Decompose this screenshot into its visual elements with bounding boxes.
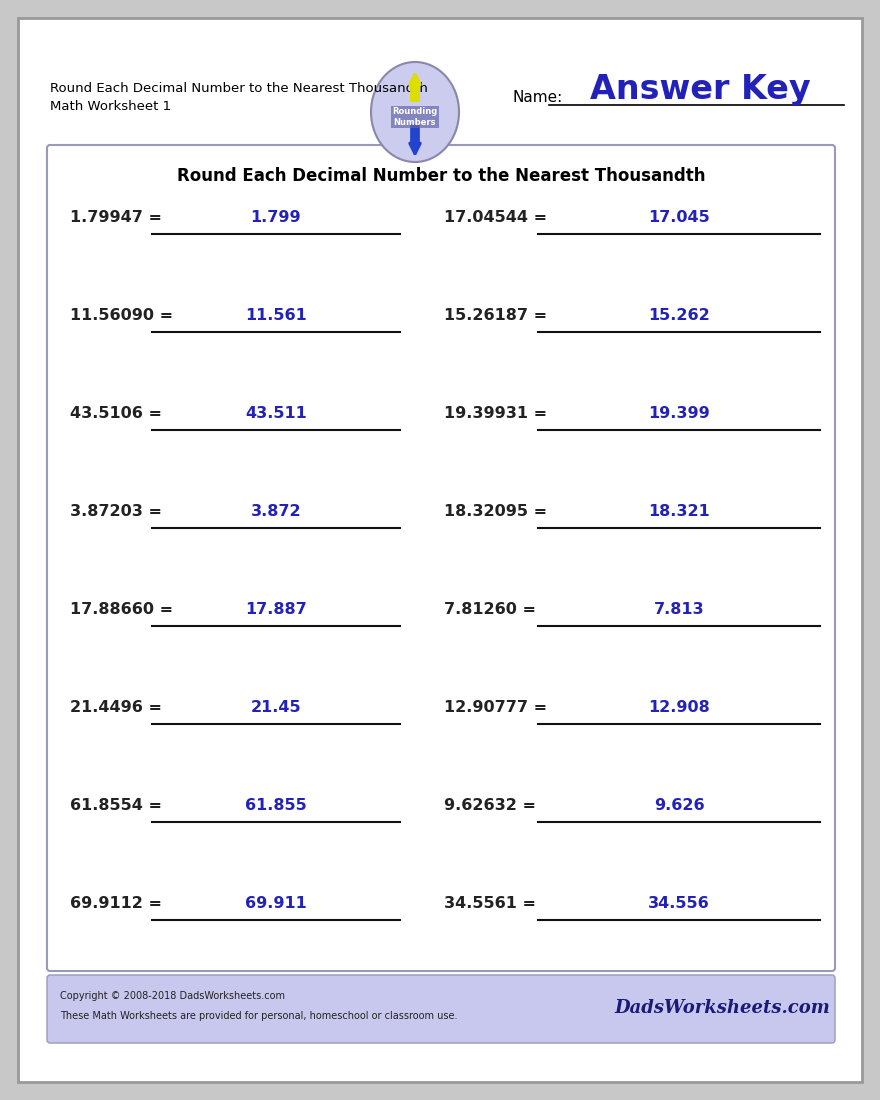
Text: 7.813: 7.813 (654, 603, 704, 617)
Text: 43.511: 43.511 (246, 407, 307, 421)
Text: Round Each Decimal Number to the Nearest Thousandth: Round Each Decimal Number to the Nearest… (50, 81, 428, 95)
Text: 9.626: 9.626 (654, 799, 704, 814)
Text: 1.79947 =: 1.79947 = (70, 210, 162, 225)
Text: Round Each Decimal Number to the Nearest Thousandth: Round Each Decimal Number to the Nearest… (177, 167, 705, 185)
Text: 3.872: 3.872 (251, 505, 301, 519)
Text: Answer Key: Answer Key (590, 74, 810, 107)
Text: 15.26187 =: 15.26187 = (444, 308, 547, 323)
Text: 17.045: 17.045 (649, 210, 710, 225)
Text: 19.39931 =: 19.39931 = (444, 407, 547, 421)
Text: 34.556: 34.556 (649, 896, 710, 912)
Text: 34.5561 =: 34.5561 = (444, 896, 536, 912)
Text: 69.911: 69.911 (246, 896, 307, 912)
Text: 61.8554 =: 61.8554 = (70, 799, 162, 814)
Text: Copyright © 2008-2018 DadsWorksheets.com: Copyright © 2008-2018 DadsWorksheets.com (60, 991, 285, 1001)
Text: 11.56090 =: 11.56090 = (70, 308, 173, 323)
Text: Rounding
Numbers: Rounding Numbers (392, 108, 437, 126)
FancyBboxPatch shape (18, 18, 862, 1082)
Text: 11.561: 11.561 (246, 308, 307, 323)
Text: 43.5106 =: 43.5106 = (70, 407, 162, 421)
Text: 18.32095 =: 18.32095 = (444, 505, 547, 519)
Text: Math Worksheet 1: Math Worksheet 1 (50, 99, 171, 112)
Text: 18.321: 18.321 (649, 505, 710, 519)
Text: 19.399: 19.399 (649, 407, 710, 421)
Ellipse shape (371, 62, 459, 162)
Text: 69.9112 =: 69.9112 = (70, 896, 162, 912)
Text: These Math Worksheets are provided for personal, homeschool or classroom use.: These Math Worksheets are provided for p… (60, 1011, 458, 1021)
Text: 61.855: 61.855 (246, 799, 307, 814)
Text: 9.62632 =: 9.62632 = (444, 799, 536, 814)
FancyBboxPatch shape (47, 975, 835, 1043)
Text: 7.81260 =: 7.81260 = (444, 603, 536, 617)
Text: 12.908: 12.908 (649, 701, 710, 715)
Text: 21.4496 =: 21.4496 = (70, 701, 162, 715)
Text: 17.04544 =: 17.04544 = (444, 210, 547, 225)
Text: 17.88660 =: 17.88660 = (70, 603, 173, 617)
FancyBboxPatch shape (47, 145, 835, 971)
Text: 17.887: 17.887 (246, 603, 307, 617)
Text: Name:: Name: (512, 90, 562, 106)
Text: 21.45: 21.45 (251, 701, 301, 715)
Text: 15.262: 15.262 (649, 308, 710, 323)
Text: 12.90777 =: 12.90777 = (444, 701, 547, 715)
Text: 1.799: 1.799 (251, 210, 301, 225)
Text: DadsWorksheets.com: DadsWorksheets.com (614, 999, 830, 1018)
Text: 3.87203 =: 3.87203 = (70, 505, 162, 519)
